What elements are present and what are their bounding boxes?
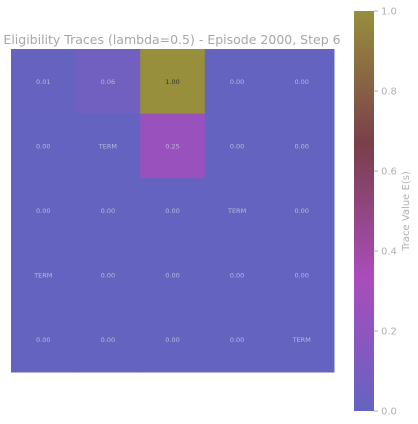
heatmap-cell xyxy=(11,242,77,308)
cell-label: 0.00 xyxy=(165,207,179,215)
colorbar-gradient xyxy=(354,11,374,411)
heatmap-grid: 0.01 0.06 1.00 0.00 0.00 0.00 TERM 0.25 0.00 0.00… xyxy=(11,49,335,373)
heatmap-cell xyxy=(204,307,270,373)
cell-label: 0.00 xyxy=(294,142,308,150)
cell-label: 1.00 xyxy=(165,78,179,86)
cell-label: 0.25 xyxy=(165,142,179,150)
heatmap-cell xyxy=(140,113,206,179)
cell-label: 0.00 xyxy=(36,142,50,150)
heatmap-cell xyxy=(11,178,77,244)
cell-label: TERM xyxy=(33,272,52,280)
cell-label: 0.00 xyxy=(294,272,308,280)
chart-title: Eligibility Traces (lambda=0.5) - Episod… xyxy=(3,32,340,47)
cell-label: TERM xyxy=(292,336,311,344)
cell-label: 0.00 xyxy=(101,336,115,344)
heatmap-cell xyxy=(140,242,206,308)
colorbar: 0.0 0.2 0.4 0.6 0.8 1.0 Trace Value E(s) xyxy=(354,7,412,418)
colorbar-tick-label: 0.0 xyxy=(381,407,397,418)
cell-label: 0.00 xyxy=(165,336,179,344)
heatmap-cell xyxy=(75,113,141,179)
heatmap-cell xyxy=(75,49,141,115)
colorbar-tick-label: 0.6 xyxy=(381,167,397,178)
colorbar-tick-label: 0.4 xyxy=(381,247,397,258)
colorbar-tick-label: 0.2 xyxy=(381,327,397,338)
heatmap-cell xyxy=(75,242,141,308)
cell-label: TERM xyxy=(227,207,246,215)
heatmap-cell xyxy=(75,178,141,244)
cell-label: 0.00 xyxy=(101,207,115,215)
heatmap-cell xyxy=(204,49,270,115)
colorbar-tick-label: 0.8 xyxy=(381,87,397,98)
heatmap-cell xyxy=(269,113,335,179)
heatmap-cell xyxy=(140,178,206,244)
heatmap-cell xyxy=(269,307,335,373)
heatmap-cell xyxy=(75,307,141,373)
heatmap-cell xyxy=(140,307,206,373)
cell-label: TERM xyxy=(98,142,117,150)
cell-label: 0.01 xyxy=(36,78,50,86)
cell-label: 0.00 xyxy=(230,336,244,344)
heatmap-cell xyxy=(269,242,335,308)
cell-label: 0.06 xyxy=(101,78,115,86)
heatmap-cell xyxy=(11,307,77,373)
cell-label: 0.00 xyxy=(101,272,115,280)
cell-label: 0.00 xyxy=(36,207,50,215)
cell-label: 0.00 xyxy=(230,272,244,280)
cell-label: 0.00 xyxy=(36,336,50,344)
heatmap-cell xyxy=(11,113,77,179)
cell-label: 0.00 xyxy=(294,207,308,215)
heatmap-cell xyxy=(204,113,270,179)
heatmap-cell xyxy=(269,49,335,115)
cell-label: 0.00 xyxy=(294,78,308,86)
heatmap-cell xyxy=(269,178,335,244)
cell-label: 0.00 xyxy=(165,272,179,280)
colorbar-label: Trace Value E(s) xyxy=(401,171,412,252)
cell-label: 0.00 xyxy=(230,78,244,86)
colorbar-tick-label: 1.0 xyxy=(381,7,397,18)
heatmap-cell xyxy=(11,49,77,115)
cell-label: 0.00 xyxy=(230,142,244,150)
heatmap-cell xyxy=(140,49,206,115)
heatmap-cell xyxy=(204,242,270,308)
heatmap-cell xyxy=(204,178,270,244)
